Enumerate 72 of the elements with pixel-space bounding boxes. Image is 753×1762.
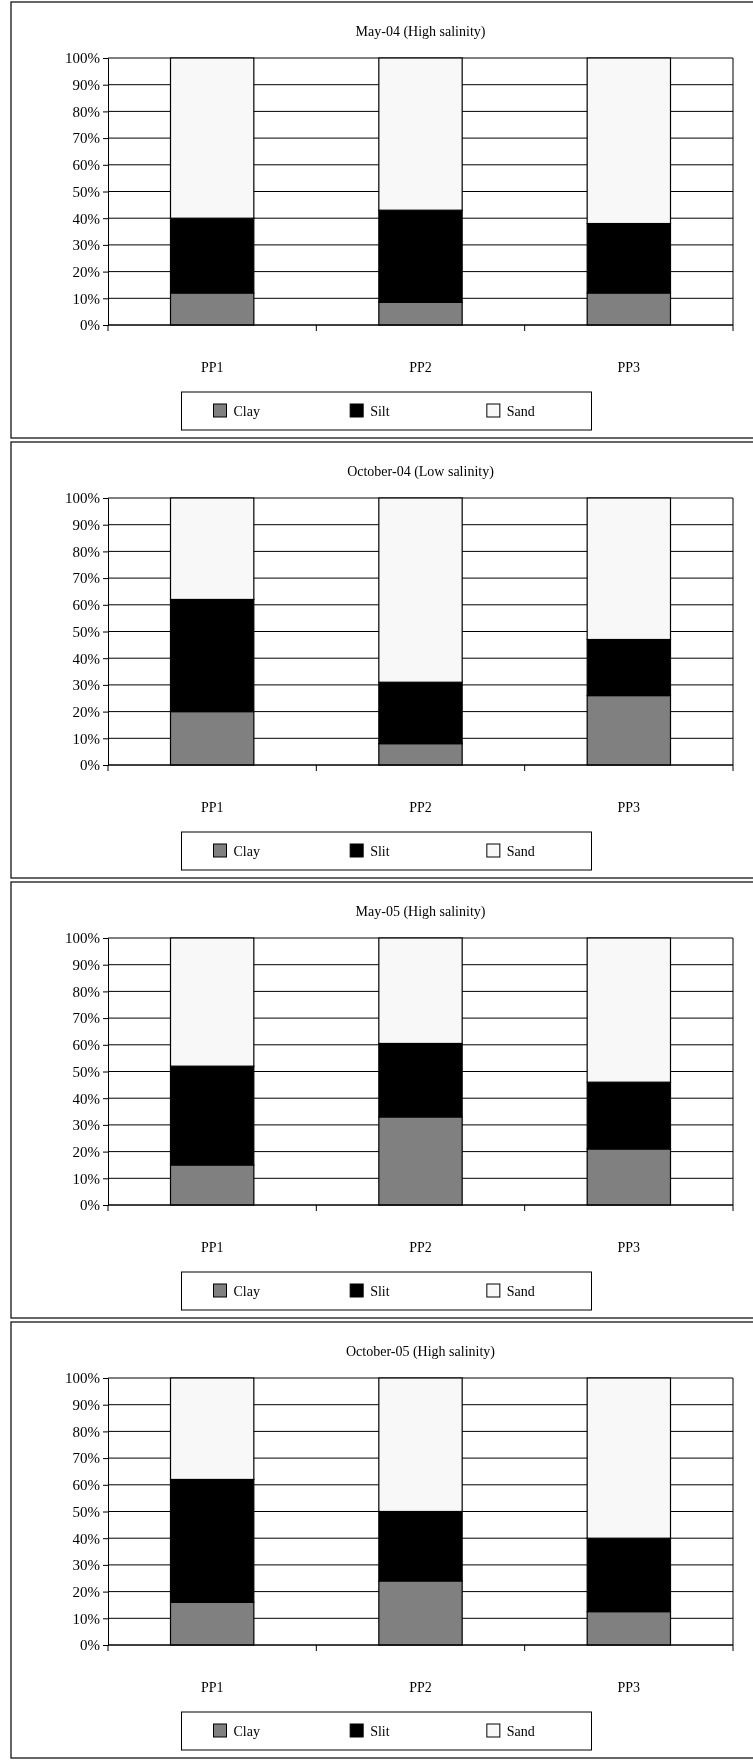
y-tick-label: 100%	[65, 50, 100, 67]
y-tick-label: 40%	[72, 1530, 100, 1547]
y-tick-label: 20%	[72, 703, 100, 720]
y-tick-label: 70%	[72, 1450, 100, 1467]
y-tick-label: 100%	[65, 930, 100, 947]
y-tick-label: 90%	[72, 517, 100, 533]
x-tick-label: PP2	[409, 800, 432, 815]
y-tick-label: 10%	[72, 730, 100, 747]
x-tick-label: PP3	[617, 1680, 641, 1695]
legend-label: Sand	[506, 844, 535, 859]
x-tick-label: PP2	[409, 1240, 432, 1255]
y-tick-label: 80%	[72, 103, 100, 120]
y-tick-label: 20%	[72, 1143, 100, 1160]
x-tick-label: PP2	[409, 360, 432, 375]
legend-label: Slit	[370, 844, 390, 859]
x-tick-label: PP2	[409, 1680, 432, 1695]
y-tick-label: 30%	[72, 1117, 100, 1134]
y-tick-label: 50%	[72, 1503, 100, 1520]
legend-label: Slit	[370, 1724, 390, 1739]
legend-label: Clay	[233, 1284, 260, 1299]
chart-title: May-04 (High salinity)	[355, 24, 486, 40]
chart-title: October-04 (Low salinity)	[347, 464, 495, 480]
y-tick-label: 30%	[72, 237, 100, 254]
chart-title: October-05 (High salinity)	[345, 1344, 496, 1360]
y-tick-label: 60%	[72, 1037, 100, 1054]
legend-label: Clay	[233, 404, 260, 419]
y-tick-label: 0%	[80, 1637, 100, 1654]
y-tick-label: 20%	[72, 263, 100, 280]
y-tick-label: 20%	[72, 1583, 100, 1600]
x-tick-label: PP3	[617, 1240, 641, 1255]
y-tick-label: 10%	[72, 290, 100, 307]
y-tick-label: 90%	[72, 957, 100, 973]
x-tick-label: PP1	[200, 800, 224, 815]
y-tick-label: 0%	[80, 317, 100, 334]
y-tick-label: 60%	[72, 1477, 100, 1494]
legend-label: Clay	[233, 844, 260, 859]
x-tick-label: PP1	[200, 1240, 224, 1255]
legend-label: Sand	[506, 1724, 535, 1739]
y-tick-label: 40%	[72, 210, 100, 227]
y-tick-label: 80%	[72, 1423, 100, 1440]
y-tick-label: 70%	[72, 130, 100, 147]
y-tick-label: 90%	[72, 1397, 100, 1413]
x-tick-label: PP3	[617, 360, 641, 375]
legend-label: Clay	[233, 1724, 260, 1739]
y-tick-label: 50%	[72, 1063, 100, 1080]
y-tick-label: 100%	[65, 490, 100, 507]
y-tick-label: 60%	[72, 597, 100, 614]
legend-label: Sand	[506, 404, 535, 419]
chart-title: May-05 (High salinity)	[355, 904, 486, 920]
x-tick-label: PP1	[200, 1680, 224, 1695]
y-tick-label: 50%	[72, 623, 100, 640]
y-tick-label: 0%	[80, 1197, 100, 1214]
y-tick-label: 40%	[72, 1090, 100, 1107]
y-tick-label: 70%	[72, 570, 100, 587]
y-tick-label: 90%	[72, 77, 100, 93]
y-tick-label: 40%	[72, 650, 100, 667]
y-tick-label: 30%	[72, 1557, 100, 1574]
y-tick-label: 60%	[72, 157, 100, 174]
y-tick-label: 50%	[72, 183, 100, 200]
legend-label: Silt	[370, 404, 390, 419]
x-tick-label: PP3	[617, 800, 641, 815]
legend-label: Sand	[506, 1284, 535, 1299]
y-tick-label: 10%	[72, 1170, 100, 1187]
x-tick-label: PP1	[200, 360, 224, 375]
y-tick-label: 0%	[80, 757, 100, 774]
y-tick-label: 30%	[72, 677, 100, 694]
y-tick-label: 100%	[65, 1370, 100, 1387]
y-tick-label: 70%	[72, 1010, 100, 1027]
y-tick-label: 10%	[72, 1610, 100, 1627]
y-tick-label: 80%	[72, 983, 100, 1000]
y-tick-label: 80%	[72, 543, 100, 560]
legend-label: Slit	[370, 1284, 390, 1299]
